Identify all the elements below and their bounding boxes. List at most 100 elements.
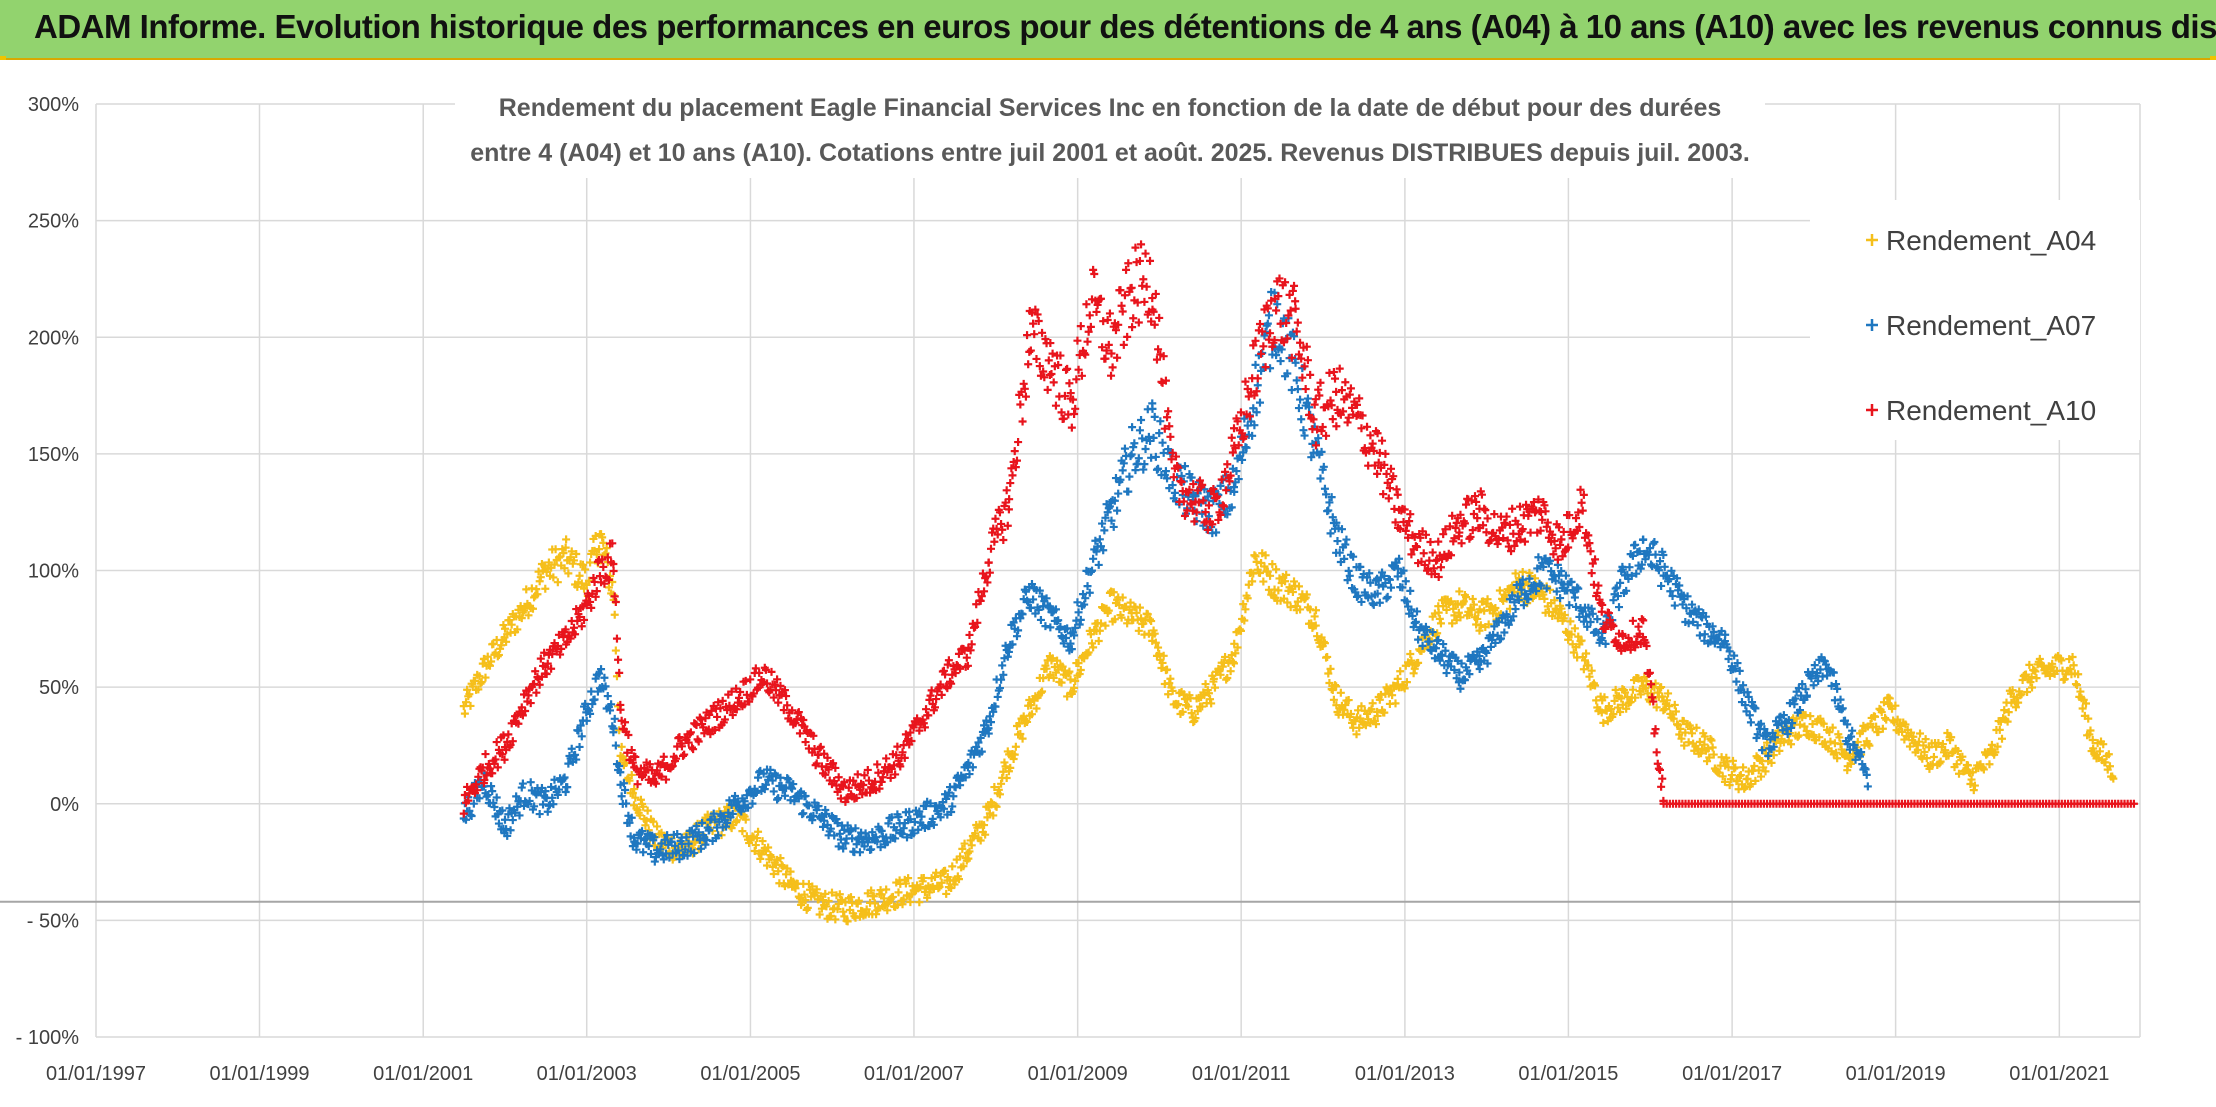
data-point (1158, 438, 1167, 447)
data-point (1491, 604, 1500, 613)
data-point (1407, 656, 1416, 665)
data-point (1245, 412, 1254, 421)
data-point (1092, 547, 1101, 556)
data-point (1479, 521, 1488, 530)
data-point (1671, 707, 1680, 716)
data-point (906, 898, 915, 907)
data-point (751, 788, 760, 797)
data-point (1374, 580, 1383, 589)
data-point (1080, 349, 1089, 358)
data-point (1543, 518, 1552, 527)
data-point (1119, 459, 1128, 468)
data-point (779, 706, 788, 715)
data-point (774, 867, 783, 876)
data-point (1772, 737, 1781, 746)
data-point (1286, 306, 1295, 315)
data-point (1368, 699, 1377, 708)
data-point (755, 768, 764, 777)
data-point (1568, 534, 1577, 543)
data-point (1502, 512, 1511, 521)
data-point (862, 905, 871, 914)
data-point (1167, 455, 1176, 464)
data-point (482, 771, 491, 780)
data-point (820, 816, 829, 825)
data-point (1455, 668, 1464, 677)
data-point (1647, 680, 1656, 689)
data-point (937, 878, 946, 887)
data-point (1124, 487, 1133, 496)
data-point (500, 815, 509, 824)
data-point (947, 807, 956, 816)
data-point (1101, 354, 1110, 363)
data-point (965, 847, 974, 856)
chart-title-line-2: entre 4 (A04) et 10 ans (A10). Cotations… (470, 139, 1750, 167)
data-point (616, 705, 625, 714)
data-point (1164, 407, 1173, 416)
data-point (1221, 652, 1230, 661)
data-point (1219, 502, 1228, 511)
data-point (1163, 665, 1172, 674)
data-point (719, 812, 728, 821)
data-point (1309, 415, 1318, 424)
data-point (951, 669, 960, 678)
data-point (790, 797, 799, 806)
data-point (1578, 607, 1587, 616)
data-point (1511, 605, 1520, 614)
data-point (771, 686, 780, 695)
data-point (1664, 689, 1673, 698)
data-point (1127, 283, 1136, 292)
data-point (1550, 536, 1559, 545)
data-point (1584, 531, 1593, 540)
data-point (1104, 340, 1113, 349)
data-point (1325, 498, 1334, 507)
data-point (1276, 357, 1285, 366)
data-point (1354, 706, 1363, 715)
data-point (1610, 696, 1619, 705)
data-point (1407, 550, 1416, 559)
data-point (1117, 613, 1126, 622)
data-point (1496, 634, 1505, 643)
data-point (589, 574, 598, 583)
data-point (1149, 307, 1158, 316)
data-point (684, 839, 693, 848)
data-point (1401, 577, 1410, 586)
data-point (1827, 681, 1836, 690)
data-point (1686, 724, 1695, 733)
data-point (682, 833, 691, 842)
data-point (1057, 408, 1066, 417)
data-point (1152, 355, 1161, 364)
data-point (1808, 720, 1817, 729)
data-point (544, 801, 553, 810)
x-tick-label: 01/01/2019 (1846, 1063, 1946, 1085)
data-point (901, 879, 910, 888)
data-point (600, 673, 609, 682)
data-point (1026, 701, 1035, 710)
data-point (1071, 623, 1080, 632)
data-point (1141, 445, 1150, 454)
data-point (543, 659, 552, 668)
data-point (2109, 774, 2118, 783)
data-point (782, 692, 791, 701)
data-point (1035, 586, 1044, 595)
data-point (536, 573, 545, 582)
data-point (793, 709, 802, 718)
data-point (1352, 592, 1361, 601)
data-point (1656, 557, 1664, 566)
data-point (1871, 712, 1880, 721)
data-point (681, 845, 690, 854)
data-point (1475, 605, 1484, 614)
data-point (1757, 719, 1766, 728)
data-point (1826, 737, 1835, 746)
data-point (1635, 547, 1644, 556)
data-point (746, 675, 755, 684)
data-point (1449, 604, 1458, 613)
data-point (777, 861, 786, 870)
data-point (1024, 360, 1033, 369)
data-point (860, 771, 869, 780)
data-point (1146, 256, 1155, 265)
data-point (898, 830, 907, 839)
data-point (544, 558, 553, 567)
data-point (1311, 621, 1320, 630)
data-point (904, 874, 913, 883)
data-point (1233, 643, 1242, 652)
